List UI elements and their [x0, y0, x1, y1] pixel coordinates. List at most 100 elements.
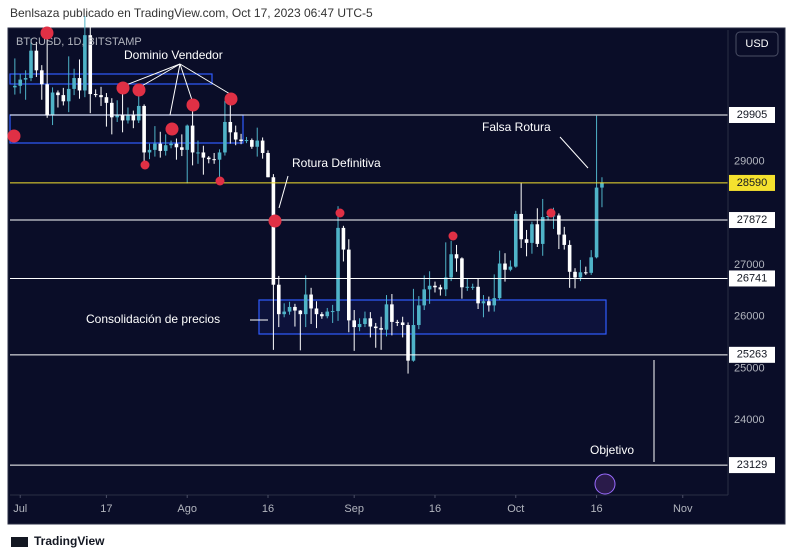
- marker-dot: [546, 208, 556, 218]
- candle-body: [438, 287, 443, 290]
- currency[interactable]: USD: [745, 38, 768, 50]
- candle-body: [66, 88, 71, 102]
- candle-body: [142, 105, 146, 153]
- candle-body: [120, 114, 125, 121]
- candle-body: [320, 314, 324, 317]
- marker-dot: [215, 176, 225, 186]
- candle-body: [83, 35, 87, 91]
- candle-body: [13, 85, 17, 88]
- candle-body: [400, 322, 405, 326]
- marker-dot: [116, 81, 130, 95]
- candle-body: [433, 285, 437, 288]
- x-tick-label: 16: [590, 503, 602, 515]
- candle-body: [497, 263, 502, 299]
- candle-body: [540, 217, 545, 244]
- level-label: 29905: [737, 109, 768, 121]
- candle-body: [88, 35, 93, 95]
- header: Benlsaza publicado en TradingView.com, O…: [10, 6, 373, 20]
- marker-dot: [7, 129, 21, 143]
- candle-body: [492, 298, 497, 306]
- candle-body: [266, 152, 270, 178]
- y-tick-label: 27000: [734, 259, 765, 271]
- x-tick-label: 16: [429, 503, 441, 515]
- candle-body: [379, 328, 383, 330]
- candle-body: [217, 152, 222, 160]
- level-label: 25263: [737, 349, 768, 361]
- candle-body: [136, 105, 141, 121]
- candle-body: [23, 78, 28, 80]
- candle-body: [303, 294, 308, 315]
- candle-body: [373, 326, 378, 329]
- candle-body: [508, 266, 513, 270]
- marker-dot: [140, 160, 150, 170]
- candle-body: [260, 140, 265, 153]
- x-tick-label: 17: [100, 503, 112, 515]
- candle-body: [384, 304, 389, 330]
- level-label-box: [729, 106, 775, 123]
- candle-body: [600, 182, 604, 188]
- candle-body: [368, 318, 373, 327]
- candle-body: [487, 301, 491, 306]
- candle-body: [126, 114, 130, 121]
- candle-body: [546, 216, 550, 218]
- annotation: Falsa Rotura: [482, 120, 551, 134]
- icon[interactable]: [594, 473, 616, 495]
- candle-body: [481, 301, 486, 304]
- candle-body: [115, 114, 119, 118]
- candle-body: [271, 177, 276, 285]
- symbol: BTCUSD, 1D, BITSTAMP: [16, 36, 142, 48]
- candle-body: [174, 143, 179, 148]
- candle-body: [454, 254, 459, 259]
- candle-body: [314, 308, 319, 315]
- marker-dot: [165, 122, 179, 136]
- currency-button[interactable]: [735, 31, 779, 57]
- candle-body: [250, 140, 254, 147]
- candle-body: [56, 92, 60, 96]
- candle-body: [460, 258, 464, 288]
- candle-body: [589, 257, 593, 273]
- candle-body: [513, 213, 518, 267]
- candle-body: [99, 95, 103, 98]
- candle-body: [201, 152, 206, 158]
- candle-body: [233, 132, 238, 140]
- candle-body: [29, 50, 33, 79]
- candle-body: [147, 149, 152, 153]
- candle-body: [169, 143, 173, 146]
- candle-body: [325, 311, 330, 317]
- y-tick-label: 29000: [734, 156, 765, 168]
- marker-dot: [40, 26, 54, 40]
- candle-body: [158, 143, 163, 151]
- candle-body: [567, 244, 572, 272]
- chart-frame: [7, 27, 786, 525]
- level-label-box: [729, 174, 775, 191]
- candle-body: [298, 310, 303, 315]
- level-label: 28590: [737, 177, 768, 189]
- candle-body: [417, 305, 421, 326]
- candle-body: [93, 94, 98, 96]
- marker-dot: [335, 208, 345, 218]
- marker-dot: [268, 214, 282, 228]
- marker-dot: [186, 98, 200, 112]
- candle-body: [39, 70, 44, 85]
- candle-body: [244, 140, 249, 142]
- candle-body: [61, 95, 66, 102]
- y-tick-label: 26000: [734, 311, 765, 323]
- marker-dot: [224, 92, 238, 106]
- candle-body: [180, 147, 184, 150]
- candle-body: [239, 139, 243, 142]
- candle-body: [530, 224, 534, 243]
- zone-box: [9, 73, 213, 85]
- candle-body: [206, 157, 211, 160]
- plot-area: [9, 16, 728, 466]
- candle-body: [131, 114, 136, 121]
- y-tick-label: 24000: [734, 414, 765, 426]
- candle-body: [287, 306, 292, 312]
- candle-body: [406, 325, 410, 361]
- candle-body: [293, 306, 297, 311]
- x-tick-label: 16: [262, 503, 274, 515]
- candle-body: [594, 187, 599, 258]
- level-label: 26741: [737, 272, 768, 284]
- annotations: Dominio Vendedor Falsa Rotura Rotura Def…: [7, 26, 655, 495]
